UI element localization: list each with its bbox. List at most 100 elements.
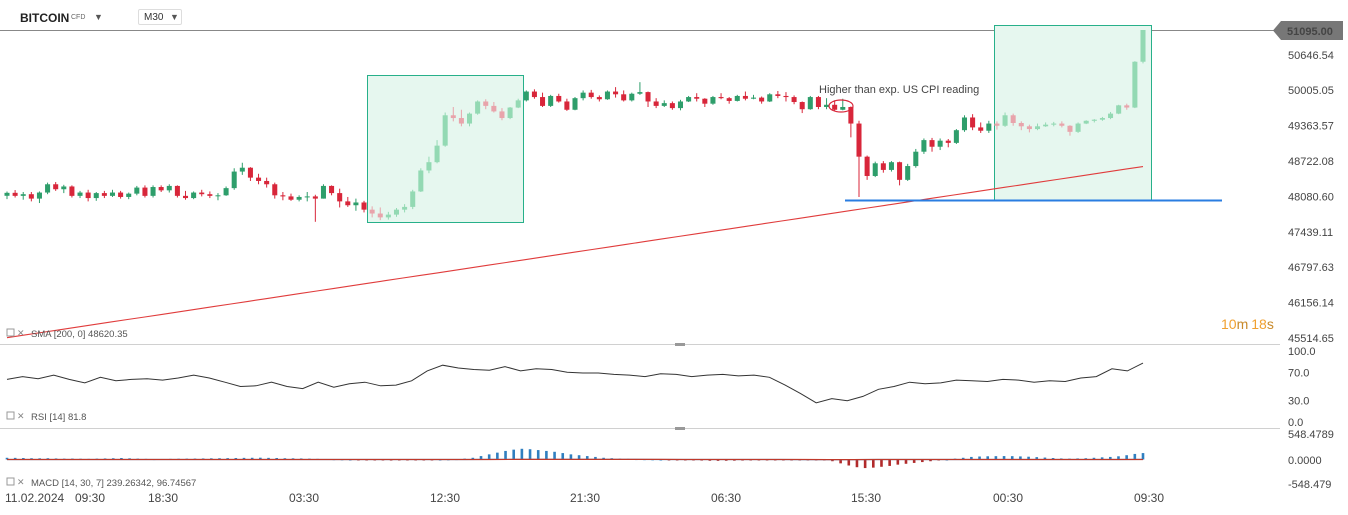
macd-histogram-bar [1002, 456, 1006, 460]
candle [199, 192, 205, 195]
candle [564, 101, 570, 110]
macd-histogram-bar [242, 457, 246, 460]
candle [12, 192, 18, 196]
candle [458, 118, 464, 124]
price-axis-label: 46156.14 [1288, 298, 1334, 310]
price-axis-label: 48080.60 [1288, 191, 1334, 203]
highlight-box [367, 75, 524, 223]
time-axis-label: 12:30 [430, 491, 460, 505]
macd-histogram-bar [561, 453, 565, 460]
macd-histogram-bar [528, 449, 532, 460]
timeframe-select[interactable]: M30 ▼ [138, 9, 182, 25]
price-axis-label: 48722.08 [1288, 156, 1334, 168]
candle [677, 101, 684, 109]
candle [434, 145, 440, 163]
candle [961, 117, 968, 131]
rsi-axis-label: 30.0 [1288, 396, 1309, 408]
countdown-minutes: 10 [1221, 316, 1237, 332]
indicator-remove-icon[interactable]: ✕ [17, 411, 25, 421]
price-axis-label: 46797.63 [1288, 262, 1334, 274]
candle [207, 194, 213, 196]
candle [515, 100, 521, 108]
candle [613, 91, 619, 95]
sma-indicator-label[interactable]: ✕ SMA [200, 0] 48620.35 [6, 328, 128, 340]
countdown-minutes-unit: m [1237, 316, 1249, 332]
cpi-annotation: Higher than exp. US CPI reading [819, 84, 979, 96]
candle [69, 186, 75, 196]
indicator-settings-icon[interactable] [6, 411, 15, 420]
macd-histogram-bar [929, 459, 932, 462]
candle [913, 151, 919, 167]
candle [905, 166, 911, 180]
candle [1043, 124, 1049, 127]
macd-histogram-bar [872, 459, 875, 468]
macd-histogram-bar [536, 450, 540, 460]
macd-histogram-bar [602, 457, 605, 460]
candle [742, 95, 748, 99]
macd-histogram-bar [22, 458, 25, 460]
candle [142, 187, 148, 196]
resize-handle[interactable] [675, 343, 685, 346]
candle [888, 162, 894, 170]
candle [20, 194, 26, 196]
macd-histogram-bar [896, 459, 900, 465]
candle [475, 101, 481, 114]
candle [840, 106, 846, 110]
macd-histogram-bar [512, 449, 516, 460]
indicator-remove-icon[interactable]: ✕ [17, 477, 25, 487]
macd-histogram-bar [234, 458, 238, 460]
chart-toolbar: BITCOIN CFD ▼ M30 ▼ [0, 0, 1280, 32]
candle [483, 101, 489, 106]
candle [247, 167, 253, 178]
candle [540, 97, 546, 106]
symbol-dropdown-icon[interactable]: ▼ [94, 12, 103, 22]
countdown-seconds: 18 [1251, 316, 1267, 332]
symbol-name[interactable]: BITCOIN [20, 11, 70, 25]
macd-histogram-bar [904, 459, 908, 464]
candle [1026, 126, 1032, 130]
candle [1091, 119, 1097, 121]
macd-histogram-bar [1051, 458, 1055, 460]
macd-histogram-bar [226, 458, 229, 460]
macd-histogram-bar [888, 459, 891, 466]
macd-histogram-bar [553, 451, 556, 460]
cpi-highlight-ellipse [828, 99, 854, 113]
candle [994, 123, 1000, 126]
indicator-settings-icon[interactable] [6, 328, 15, 337]
candle [734, 95, 740, 101]
candle [702, 98, 708, 104]
candle [272, 184, 278, 196]
rsi-indicator-label[interactable]: ✕ RSI [14] 81.8 [6, 411, 86, 423]
macd-histogram-bar [1043, 457, 1047, 460]
resize-handle[interactable] [675, 427, 685, 430]
candle [150, 187, 156, 196]
indicator-remove-icon[interactable]: ✕ [17, 328, 25, 338]
macd-histogram-bar [504, 450, 507, 460]
indicator-label: RSI [14] 81.8 [31, 412, 86, 423]
candle [426, 162, 432, 171]
macd-histogram-bar [275, 458, 278, 460]
candle [191, 192, 197, 199]
candle [815, 97, 821, 107]
macd-histogram-bar [970, 456, 973, 460]
candle [118, 192, 124, 197]
indicator-settings-icon[interactable] [6, 477, 15, 486]
macd-histogram-bar [479, 456, 483, 460]
candle [621, 94, 627, 101]
time-axis-label: 09:30 [1134, 491, 1164, 505]
candle [134, 187, 140, 194]
rsi-line [6, 362, 1144, 404]
macd-histogram-bar [1125, 455, 1128, 460]
candle [856, 123, 862, 157]
rsi-axis-label: 70.0 [1288, 367, 1309, 379]
macd-histogram-bar [912, 459, 916, 463]
candle [1010, 115, 1016, 124]
candle [653, 101, 659, 106]
macd-indicator-label[interactable]: ✕ MACD [14, 30, 7] 239.26342, 96.74567 [6, 477, 196, 489]
price-axis-label: 45514.65 [1288, 333, 1334, 345]
candle [848, 106, 854, 124]
candle [1051, 123, 1057, 125]
macd-histogram-bar [1100, 457, 1104, 460]
macd-histogram-bar [120, 458, 123, 460]
